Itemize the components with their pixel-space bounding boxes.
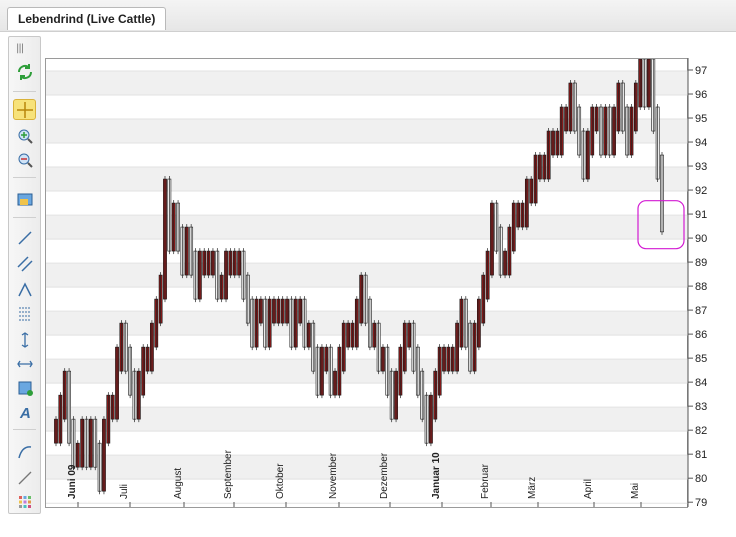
price-chart[interactable] bbox=[46, 56, 689, 509]
grid-band bbox=[46, 71, 688, 96]
y-tick-label: 87 bbox=[695, 305, 707, 317]
horizontal-measure-icon[interactable] bbox=[13, 353, 36, 374]
toolbar-grip-icon[interactable]: ||| bbox=[16, 43, 24, 54]
y-tick-label: 89 bbox=[695, 257, 707, 269]
grid-band bbox=[46, 407, 688, 432]
arc-icon[interactable] bbox=[13, 441, 36, 462]
y-tick-label: 92 bbox=[695, 185, 707, 197]
refresh-icon[interactable] bbox=[13, 61, 36, 82]
y-tick-label: 94 bbox=[695, 137, 707, 149]
grid-band bbox=[46, 215, 688, 240]
y-tick-label: 81 bbox=[695, 449, 707, 461]
line-icon[interactable] bbox=[13, 467, 36, 488]
highlight-box bbox=[637, 200, 685, 250]
chart-frame[interactable] bbox=[45, 56, 689, 509]
channel-icon[interactable] bbox=[13, 253, 36, 274]
y-tick-label: 80 bbox=[695, 473, 707, 485]
grid-band bbox=[46, 167, 688, 192]
crosshair-icon[interactable] bbox=[13, 99, 36, 120]
y-tick-label: 85 bbox=[695, 353, 707, 365]
y-tick-label: 88 bbox=[695, 281, 707, 293]
zoom-in-icon[interactable] bbox=[13, 125, 36, 146]
text-icon[interactable]: A bbox=[13, 401, 36, 422]
trend-line-icon[interactable] bbox=[13, 227, 36, 248]
y-tick-label: 86 bbox=[695, 329, 707, 341]
y-tick-label: 82 bbox=[695, 425, 707, 437]
chart-settings-icon[interactable] bbox=[13, 189, 36, 210]
rectangle-icon[interactable] bbox=[13, 377, 36, 398]
y-tick-label: 91 bbox=[695, 209, 707, 221]
fibonacci-icon[interactable] bbox=[13, 303, 36, 324]
y-tick-label: 83 bbox=[695, 401, 707, 413]
svg-text:A: A bbox=[19, 405, 31, 421]
y-tick-label: 95 bbox=[695, 113, 707, 125]
y-tick-label: 96 bbox=[695, 89, 707, 101]
tab-bar: Lebendrind (Live Cattle) bbox=[0, 0, 736, 32]
y-tick-label: 84 bbox=[695, 377, 707, 389]
triangle-icon[interactable] bbox=[13, 279, 36, 300]
y-tick-label: 90 bbox=[695, 233, 707, 245]
y-tick-label: 97 bbox=[695, 65, 707, 77]
grid-band bbox=[46, 455, 688, 480]
y-tick-label: 93 bbox=[695, 161, 707, 173]
color-grid-icon[interactable] bbox=[13, 491, 36, 512]
tab-live-cattle[interactable]: Lebendrind (Live Cattle) bbox=[7, 7, 167, 30]
vertical-measure-icon[interactable] bbox=[13, 329, 36, 350]
y-tick-label: 79 bbox=[695, 497, 707, 509]
chart-toolbar: ||| A bbox=[8, 36, 41, 514]
zoom-out-icon[interactable] bbox=[13, 149, 36, 170]
